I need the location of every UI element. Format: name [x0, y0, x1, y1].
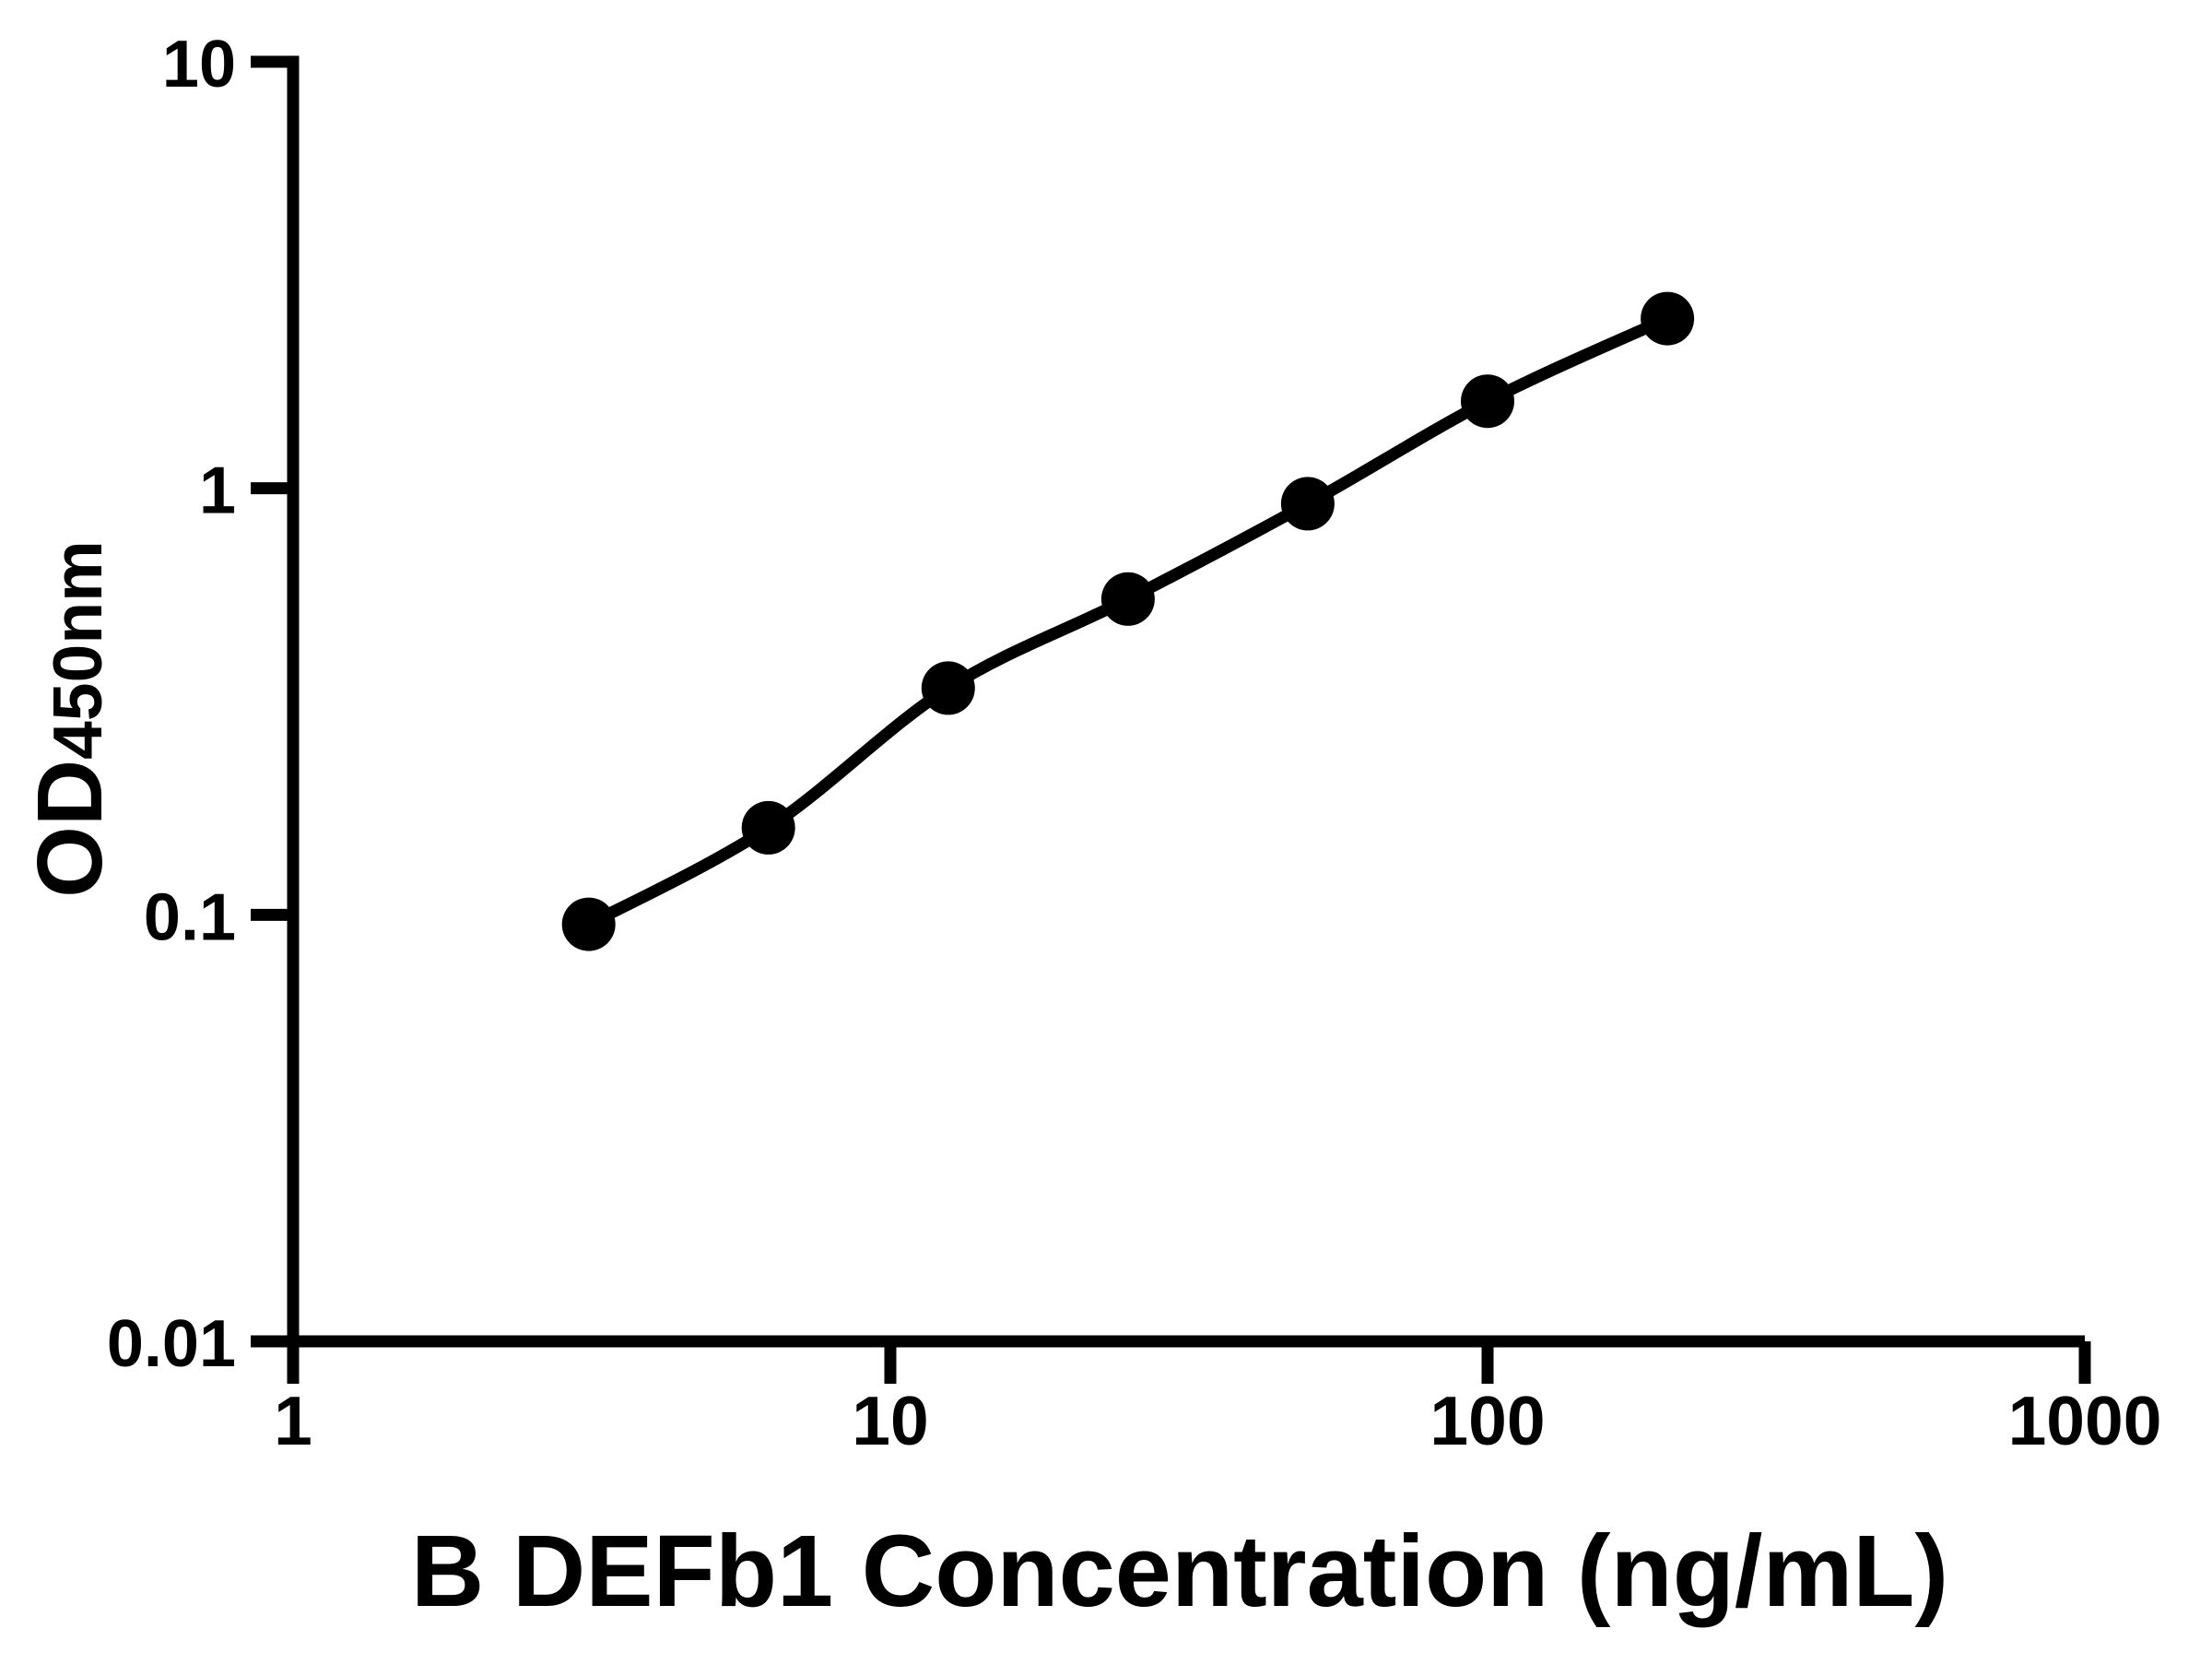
- data-point: [1280, 477, 1335, 531]
- y-tick-label: 1: [199, 454, 236, 528]
- x-axis-title: B DEFb1 Concentration (ng/mL): [411, 1515, 1948, 1628]
- y-axis-title: OD450nm: [18, 540, 122, 898]
- x-tick-label: 100: [1430, 1382, 1545, 1459]
- y-tick-label: 0.01: [107, 1307, 236, 1381]
- y-tick-label: 10: [162, 28, 236, 101]
- data-points: [561, 291, 1695, 951]
- x-axis-tick-labels: 1 10 100 1000: [274, 1382, 2161, 1459]
- data-layer: [561, 291, 1695, 951]
- y-tick-label: 0.1: [144, 880, 236, 954]
- data-point: [561, 897, 616, 951]
- y-axis-tick-labels: 10 1 0.1 0.01: [107, 28, 236, 1381]
- data-point: [1100, 572, 1155, 626]
- y-axis-title-main: OD: [18, 760, 122, 898]
- x-tick-label: 1000: [2008, 1382, 2162, 1459]
- x-tick-label: 10: [852, 1382, 928, 1459]
- data-point: [1461, 374, 1514, 429]
- y-axis-ticks: [251, 55, 293, 1348]
- y-axis-title-sub: 450nm: [39, 540, 116, 760]
- axes: [287, 55, 2085, 1348]
- x-axis-ticks: [287, 1341, 2091, 1384]
- data-point: [741, 800, 795, 855]
- data-point: [921, 661, 975, 715]
- data-point: [1641, 291, 1695, 346]
- x-tick-label: 1: [274, 1382, 312, 1459]
